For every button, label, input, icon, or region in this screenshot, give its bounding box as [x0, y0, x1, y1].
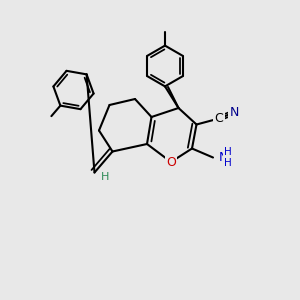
- Text: H: H: [224, 158, 232, 168]
- Text: H: H: [101, 172, 109, 182]
- Text: N: N: [218, 151, 228, 164]
- Text: N: N: [229, 106, 239, 119]
- Text: H: H: [224, 147, 232, 157]
- Text: O: O: [166, 155, 176, 169]
- Text: C: C: [214, 112, 224, 125]
